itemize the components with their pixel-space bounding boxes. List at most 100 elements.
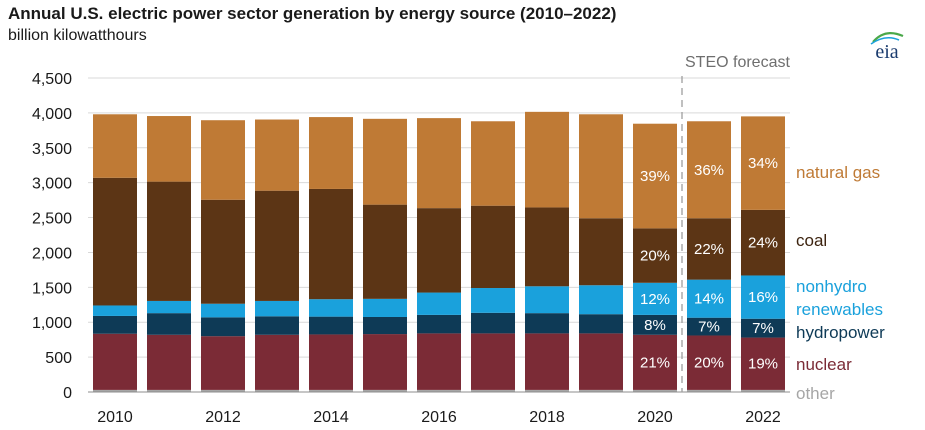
legend: natural gas coal nonhydro renewables hydropo… — [796, 163, 885, 403]
bar-natural-gas-2018 — [525, 111, 569, 208]
percent-label: 7% — [752, 320, 774, 337]
bar-hydropower-2020 — [633, 314, 677, 335]
bar-hydropower-2015 — [363, 316, 407, 335]
bar-nuclear-2011 — [147, 334, 191, 390]
bar-other-2016 — [417, 389, 461, 392]
bar-other-2017 — [471, 389, 515, 392]
x-tick-label: 2010 — [97, 409, 133, 426]
bar-coal-2014 — [309, 188, 353, 300]
bar-hydropower-2011 — [147, 313, 191, 335]
bar-coal-2017 — [471, 205, 515, 289]
bar-other-2010 — [93, 389, 137, 392]
bar-nonhydro-renewables-2018 — [525, 286, 569, 314]
bar-nuclear-2019 — [579, 333, 623, 390]
y-tick-label: 1,500 — [32, 280, 72, 297]
bar-other-2020 — [633, 389, 677, 392]
axes: 0 500 1,000 1,500 2,000 2,500 3,000 3,500 4,000 4… — [32, 54, 791, 426]
bar-hydropower-2019 — [579, 314, 623, 334]
bar-nuclear-2016 — [417, 333, 461, 390]
bar-nuclear-2020 — [633, 334, 677, 390]
bar-nonhydro-renewables-2021 — [687, 279, 731, 318]
bar-natural-gas-2014 — [309, 117, 353, 189]
bar-other-2012 — [201, 389, 245, 392]
bar-coal-2010 — [93, 177, 137, 306]
bar-coal-2022 — [741, 209, 785, 276]
bar-coal-2019 — [579, 218, 623, 286]
bar-nuclear-2018 — [525, 333, 569, 390]
legend-nuclear: nuclear — [796, 355, 852, 374]
percent-label: 8% — [644, 317, 666, 334]
bar-coal-2018 — [525, 207, 569, 287]
percent-label: 36% — [694, 162, 724, 179]
y-tick-label: 4,500 — [32, 71, 72, 88]
bar-coal-2020 — [633, 228, 677, 283]
percent-label: 24% — [748, 235, 778, 252]
bar-natural-gas-2019 — [579, 114, 623, 219]
bar-nuclear-2013 — [255, 334, 299, 390]
bar-hydropower-2013 — [255, 316, 299, 335]
bar-nonhydro-renewables-2016 — [417, 292, 461, 315]
bar-natural-gas-2022 — [741, 116, 785, 210]
x-tick-label: 2014 — [313, 409, 349, 426]
bar-other-2014 — [309, 389, 353, 392]
bar-coal-2013 — [255, 190, 299, 301]
legend-hydropower: hydropower — [796, 323, 885, 342]
bars — [93, 111, 785, 392]
y-tick-label: 2,500 — [32, 211, 72, 228]
bar-other-2011 — [147, 389, 191, 392]
bar-other-2019 — [579, 389, 623, 392]
percent-label: 12% — [640, 291, 670, 308]
bar-nonhydro-renewables-2014 — [309, 299, 353, 317]
x-tick-label: 2016 — [421, 409, 457, 426]
bar-other-2013 — [255, 389, 299, 392]
percent-label: 34% — [748, 155, 778, 172]
bar-other-2015 — [363, 389, 407, 392]
bar-coal-2015 — [363, 204, 407, 299]
x-tick-label: 2012 — [205, 409, 241, 426]
legend-other: other — [796, 384, 835, 403]
bar-nonhydro-renewables-2020 — [633, 282, 677, 315]
x-tick-label: 2020 — [637, 409, 673, 426]
bar-nuclear-2015 — [363, 334, 407, 390]
bar-natural-gas-2010 — [93, 114, 137, 178]
bar-coal-2021 — [687, 218, 731, 280]
bar-other-2018 — [525, 389, 569, 392]
y-tick-label: 4,000 — [32, 106, 72, 123]
bar-nuclear-2014 — [309, 334, 353, 390]
percent-label: 39% — [640, 168, 670, 185]
eia-logo: eia — [870, 31, 904, 62]
percent-label: 20% — [694, 355, 724, 372]
bar-hydropower-2017 — [471, 312, 515, 334]
bar-nonhydro-renewables-2011 — [147, 300, 191, 314]
bar-nonhydro-renewables-2017 — [471, 288, 515, 313]
chart-title: Annual U.S. electric power sector genera… — [8, 4, 617, 23]
bar-natural-gas-2016 — [417, 118, 461, 209]
bar-natural-gas-2021 — [687, 121, 731, 219]
bar-hydropower-2010 — [93, 315, 137, 334]
bar-nuclear-2012 — [201, 336, 245, 390]
bar-natural-gas-2011 — [147, 116, 191, 182]
bar-natural-gas-2020 — [633, 123, 677, 229]
bar-natural-gas-2013 — [255, 119, 299, 191]
bar-nonhydro-renewables-2019 — [579, 285, 623, 315]
bar-natural-gas-2017 — [471, 121, 515, 206]
y-tick-label: 2,000 — [32, 245, 72, 262]
legend-coal: coal — [796, 231, 827, 250]
legend-nonhydro: nonhydro — [796, 277, 867, 296]
y-tick-label: 0 — [63, 385, 72, 402]
bar-hydropower-2022 — [741, 318, 785, 338]
bar-natural-gas-2015 — [363, 118, 407, 205]
y-tick-label: 3,500 — [32, 141, 72, 158]
bar-natural-gas-2012 — [201, 120, 245, 200]
bar-coal-2016 — [417, 208, 461, 293]
bar-hydropower-2018 — [525, 313, 569, 334]
chart-subtitle: billion kilowatthours — [8, 27, 147, 44]
percent-label: 7% — [698, 319, 720, 336]
percent-label: 19% — [748, 356, 778, 373]
bar-nuclear-2017 — [471, 333, 515, 390]
x-tick-label: 2022 — [745, 409, 781, 426]
y-tick-label: 1,000 — [32, 315, 72, 332]
percent-labels: 21% 8% 12% 20% 39% 20% 7% 14% 22% 36% 19% 7% 16% 24% 3… — [640, 155, 778, 373]
bar-nonhydro-renewables-2015 — [363, 298, 407, 317]
